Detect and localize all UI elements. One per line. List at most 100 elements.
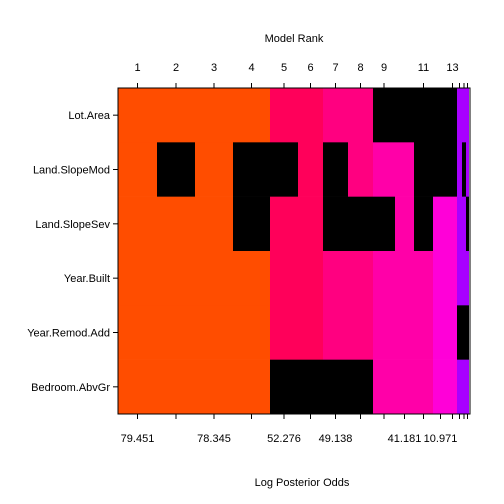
cell-model-4-year-remod-add bbox=[233, 305, 270, 360]
cell-model-3-land-slopesev bbox=[195, 196, 233, 252]
cell-model-9-year-remod-add bbox=[373, 305, 395, 360]
top-tick-label: 2 bbox=[173, 62, 179, 74]
variable-label: Land.SlopeMod bbox=[33, 165, 110, 177]
cell-model-8-land-slopemod bbox=[348, 142, 373, 197]
cell-model-3-lot-area bbox=[195, 88, 233, 143]
bottom-tick-label: 49.138 bbox=[319, 433, 353, 445]
bottom-tick-label: 79.451 bbox=[121, 433, 155, 445]
cell-model-4-bedroom-abvgr bbox=[233, 359, 270, 415]
cell-model-16-lot-area bbox=[466, 88, 469, 143]
variable-label: Year.Built bbox=[64, 273, 110, 285]
cell-model-1-bedroom-abvgr bbox=[118, 359, 157, 415]
cell-model-7-bedroom-abvgr bbox=[323, 359, 348, 415]
cell-model-2-bedroom-abvgr bbox=[157, 359, 195, 415]
top-tick-label: 4 bbox=[248, 62, 254, 74]
cell-model-2-year-built bbox=[157, 251, 195, 306]
top-tick-label: 6 bbox=[307, 62, 313, 74]
cell-model-14-bedroom-abvgr bbox=[457, 359, 462, 415]
cell-model-12-year-remod-add bbox=[433, 305, 448, 360]
cell-model-8-year-remod-add bbox=[348, 305, 373, 360]
cell-model-1-land-slopesev bbox=[118, 196, 157, 252]
log-posterior-odds-axis: 79.451 78.345 52.276 49.138 41.181 10.971 bbox=[121, 414, 468, 445]
cell-model-3-year-built bbox=[195, 251, 233, 306]
cell-model-14-land-slopesev bbox=[457, 196, 462, 252]
cell-model-7-land-slopesev bbox=[323, 196, 348, 252]
cell-model-9-year-built bbox=[373, 251, 395, 306]
cell-model-5-land-slopemod bbox=[270, 142, 298, 197]
cell-model-5-bedroom-abvgr bbox=[270, 359, 298, 415]
heatmap-cells bbox=[118, 88, 469, 415]
cell-model-10-land-slopemod bbox=[395, 142, 414, 197]
cell-model-16-land-slopesev bbox=[466, 196, 469, 252]
cell-model-8-bedroom-abvgr bbox=[348, 359, 373, 415]
cell-model-4-land-slopemod bbox=[233, 142, 270, 197]
cell-model-10-bedroom-abvgr bbox=[395, 359, 414, 415]
cell-model-4-year-built bbox=[233, 251, 270, 306]
variable-label: Land.SlopeSev bbox=[35, 219, 110, 231]
cell-model-1-lot-area bbox=[118, 88, 157, 143]
cell-model-5-year-remod-add bbox=[270, 305, 298, 360]
cell-model-6-year-built bbox=[298, 251, 323, 306]
cell-model-7-land-slopemod bbox=[323, 142, 348, 197]
variable-axis: Lot.Area Land.SlopeMod Land.SlopeSev Year.B… bbox=[27, 110, 118, 394]
top-tick-label: 1 bbox=[134, 62, 140, 74]
cell-model-2-land-slopesev bbox=[157, 196, 195, 252]
cell-model-9-land-slopemod bbox=[373, 142, 395, 197]
cell-model-13-land-slopesev bbox=[448, 196, 457, 252]
cell-model-1-land-slopemod bbox=[118, 142, 157, 197]
cell-model-3-land-slopemod bbox=[195, 142, 233, 197]
cell-model-15-lot-area bbox=[462, 88, 466, 143]
bottom-tick-label: 52.276 bbox=[267, 433, 301, 445]
cell-model-15-land-slopemod bbox=[462, 142, 466, 197]
cell-model-16-bedroom-abvgr bbox=[466, 359, 469, 415]
cell-model-16-year-built bbox=[466, 251, 469, 306]
top-tick-label: 8 bbox=[357, 62, 363, 74]
cell-model-14-year-remod-add bbox=[457, 305, 462, 360]
bottom-tick-label: 41.181 bbox=[388, 433, 422, 445]
cell-model-15-land-slopesev bbox=[462, 196, 466, 252]
cell-model-5-year-built bbox=[270, 251, 298, 306]
variable-label: Bedroom.AbvGr bbox=[31, 382, 110, 394]
cell-model-3-year-remod-add bbox=[195, 305, 233, 360]
cell-model-12-land-slopemod bbox=[433, 142, 448, 197]
cell-model-11-year-built bbox=[414, 251, 433, 306]
cell-model-14-year-built bbox=[457, 251, 462, 306]
cell-model-12-bedroom-abvgr bbox=[433, 359, 448, 415]
cell-model-1-year-remod-add bbox=[118, 305, 157, 360]
top-tick-label: 11 bbox=[418, 62, 429, 74]
bottom-tick-label: 10.971 bbox=[424, 433, 458, 445]
cell-model-16-land-slopemod bbox=[466, 142, 469, 197]
cell-model-8-year-built bbox=[348, 251, 373, 306]
cell-model-11-land-slopemod bbox=[414, 142, 433, 197]
cell-model-5-lot-area bbox=[270, 88, 298, 143]
cell-model-9-lot-area bbox=[373, 88, 395, 143]
cell-model-15-bedroom-abvgr bbox=[462, 359, 466, 415]
model-rank-axis: 1 2 3 4 5 6 7 8 9 11 13 bbox=[134, 62, 468, 88]
cell-model-8-land-slopesev bbox=[348, 196, 373, 252]
cell-model-9-bedroom-abvgr bbox=[373, 359, 395, 415]
cell-model-15-year-built bbox=[462, 251, 466, 306]
cell-model-6-lot-area bbox=[298, 88, 323, 143]
cell-model-13-lot-area bbox=[448, 88, 457, 143]
cell-model-6-bedroom-abvgr bbox=[298, 359, 323, 415]
top-tick-label: 3 bbox=[211, 62, 217, 74]
cell-model-13-land-slopemod bbox=[448, 142, 457, 197]
cell-model-16-year-remod-add bbox=[466, 305, 469, 360]
cell-model-11-bedroom-abvgr bbox=[414, 359, 433, 415]
cell-model-6-land-slopesev bbox=[298, 196, 323, 252]
plot-frame bbox=[117, 87, 471, 415]
cell-model-5-land-slopesev bbox=[270, 196, 298, 252]
cell-model-10-lot-area bbox=[395, 88, 414, 143]
cell-model-4-lot-area bbox=[233, 88, 270, 143]
bottom-tick-label: 78.345 bbox=[197, 433, 231, 445]
cell-model-10-year-remod-add bbox=[395, 305, 414, 360]
cell-model-8-lot-area bbox=[348, 88, 373, 143]
cell-model-6-year-remod-add bbox=[298, 305, 323, 360]
cell-model-3-bedroom-abvgr bbox=[195, 359, 233, 415]
variable-label: Lot.Area bbox=[68, 110, 110, 122]
cell-model-2-land-slopemod bbox=[157, 142, 195, 197]
x-axis-title: Log Posterior Odds bbox=[255, 477, 350, 489]
cell-model-10-year-built bbox=[395, 251, 414, 306]
top-tick-label: 5 bbox=[281, 62, 287, 74]
